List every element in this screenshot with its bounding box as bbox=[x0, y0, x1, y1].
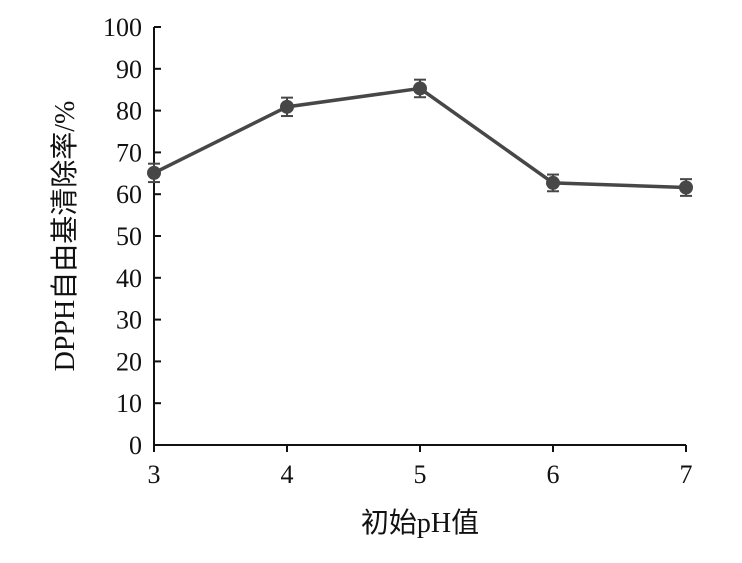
x-tick-label: 4 bbox=[281, 460, 294, 489]
x-tick-label: 3 bbox=[148, 460, 161, 489]
y-tick-label: 100 bbox=[103, 13, 142, 42]
y-tick-label: 60 bbox=[116, 180, 142, 209]
x-tick-label: 6 bbox=[547, 460, 560, 489]
data-point bbox=[679, 180, 693, 195]
y-axis-label: DPPH自由基清除率/% bbox=[49, 101, 81, 372]
y-tick-label: 20 bbox=[116, 347, 142, 376]
y-tick-label: 40 bbox=[116, 264, 142, 293]
series-line bbox=[153, 86, 687, 190]
y-tick-label: 90 bbox=[116, 55, 142, 84]
data-point bbox=[280, 99, 294, 114]
x-axis-label: 初始pH值 bbox=[361, 507, 479, 539]
x-tick-label: 7 bbox=[680, 460, 693, 489]
y-tick-label: 70 bbox=[116, 138, 142, 167]
y-tick-label: 0 bbox=[129, 431, 142, 460]
data-point bbox=[147, 165, 161, 180]
data-point bbox=[546, 175, 560, 190]
data-point bbox=[413, 81, 427, 96]
y-tick-label: 80 bbox=[116, 97, 142, 126]
y-tick-label: 30 bbox=[116, 306, 142, 335]
y-tick-label: 50 bbox=[116, 222, 142, 251]
x-tick-label: 5 bbox=[414, 460, 427, 489]
y-tick-label: 10 bbox=[116, 389, 142, 418]
